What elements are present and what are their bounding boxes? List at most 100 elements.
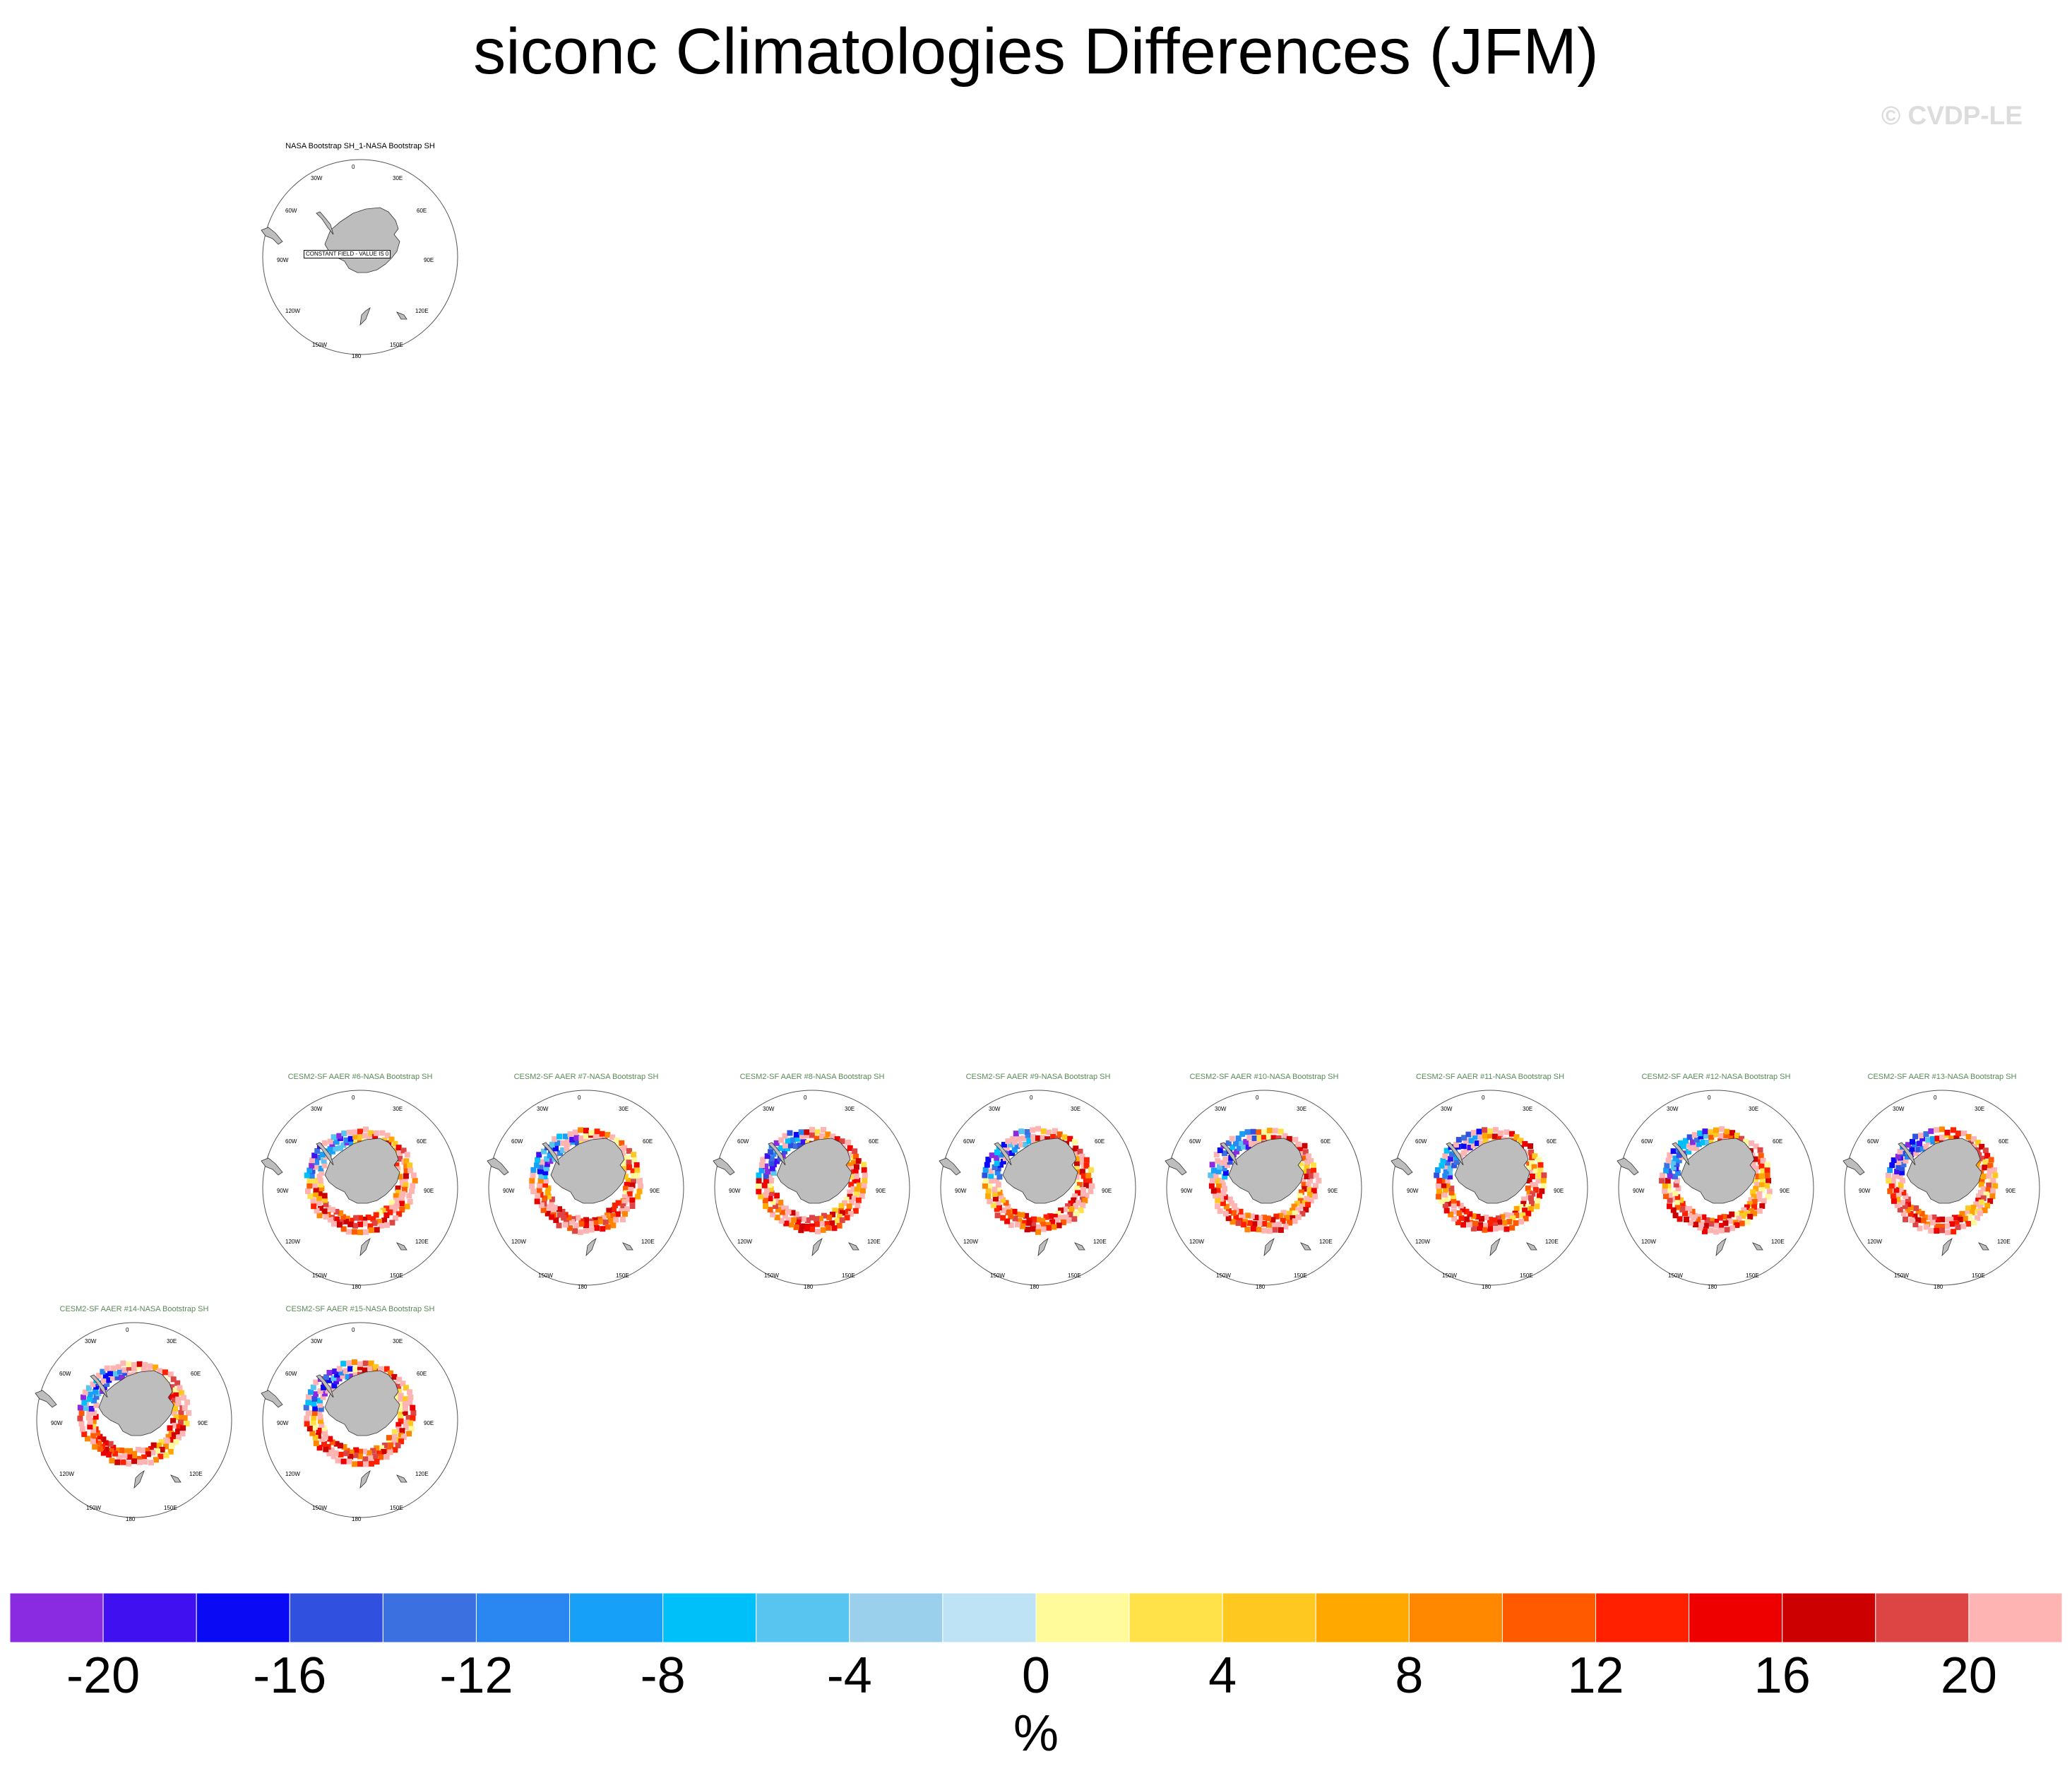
longitude-label: 90E (1102, 1188, 1112, 1194)
colorbar-swatch (1408, 1593, 1503, 1642)
colorbar-swatch (569, 1593, 664, 1642)
panel-title: CESM2-SF AAER #9-NASA Bootstrap SH (965, 1073, 1111, 1081)
panel-title: CESM2-SF AAER #14-NASA Bootstrap SH (59, 1305, 209, 1313)
map-panel: CESM2-SF AAER #14-NASA Bootstrap SH 0 30E 6… (21, 1304, 247, 1539)
longitude-label: 180 (1708, 1284, 1717, 1290)
map-panel: NASA Bootstrap SH_1-NASA Bootstrap SH 0 30… (247, 141, 473, 376)
longitude-label: 60W (1415, 1138, 1427, 1145)
colorbar-tick-label: 16 (1754, 1647, 1811, 1704)
longitude-label: 0 (126, 1327, 129, 1333)
longitude-label: 30E (619, 1106, 629, 1112)
colorbar-swatch (1501, 1593, 1597, 1642)
map-panel: CESM2-SF AAER #11-NASA Bootstrap SH 0 30E 6… (1377, 1072, 1603, 1306)
longitude-label: 120E (867, 1239, 881, 1245)
map-panel: CESM2-SF AAER #9-NASA Bootstrap SH 0 30E 60… (925, 1072, 1151, 1306)
longitude-label: 90W (277, 1420, 289, 1426)
longitude-label: 120E (189, 1471, 203, 1477)
panel-title: CESM2-SF AAER #11-NASA Bootstrap SH (1415, 1073, 1565, 1081)
longitude-label: 30W (763, 1106, 775, 1112)
land-mass (261, 1157, 283, 1176)
longitude-label: 60W (1189, 1138, 1201, 1145)
longitude-label: 150E (1972, 1272, 1985, 1279)
longitude-label: 90E (198, 1420, 208, 1426)
colorbar-swatch (662, 1593, 757, 1642)
longitude-label: 90W (277, 257, 289, 263)
longitude-label: 60W (1641, 1138, 1653, 1145)
land-mass (542, 1142, 560, 1166)
longitude-label: 90W (1181, 1188, 1193, 1194)
land-mass (1454, 1138, 1530, 1204)
longitude-label: 30W (1215, 1106, 1227, 1112)
longitude-label: 30E (1523, 1106, 1533, 1112)
longitude-label: 120W (737, 1239, 752, 1245)
longitude-label: 30E (393, 1338, 403, 1344)
colorbar-swatch (1035, 1593, 1130, 1642)
colorbar-tick-label: -16 (253, 1647, 327, 1704)
land-mass (585, 1237, 597, 1257)
land-mass (316, 1374, 334, 1398)
colorbar-swatch (849, 1593, 943, 1642)
land-mass (261, 227, 283, 245)
longitude-label: 150W (764, 1272, 779, 1279)
land-mass (1037, 1237, 1049, 1257)
land-mass (550, 1138, 626, 1204)
longitude-label: 120W (285, 1471, 300, 1477)
map-panel: CESM2-SF AAER #13-NASA Bootstrap SH 0 30E 6… (1829, 1072, 2055, 1306)
colorbar-swatch (1129, 1593, 1223, 1642)
longitude-label: 150W (538, 1272, 553, 1279)
longitude-label: 90W (1859, 1188, 1871, 1194)
longitude-label: 60W (737, 1138, 749, 1145)
longitude-label: 180 (1030, 1284, 1040, 1290)
land-mass (1616, 1157, 1639, 1176)
longitude-label: 90W (955, 1188, 967, 1194)
longitude-label: 120W (963, 1239, 978, 1245)
land-mass (994, 1142, 1012, 1166)
longitude-label: 150W (312, 1505, 327, 1511)
longitude-label: 30W (311, 1338, 323, 1344)
longitude-label: 150E (616, 1272, 629, 1279)
map-panel: CESM2-SF AAER #6-NASA Bootstrap SH 0 30E 60… (247, 1072, 473, 1306)
anomaly-field (1885, 1126, 1999, 1236)
land-mass (1898, 1142, 1916, 1166)
longitude-label: 90W (277, 1188, 289, 1194)
longitude-label: 30E (1071, 1106, 1081, 1112)
longitude-label: 0 (352, 1327, 355, 1333)
anomaly-field (303, 1359, 417, 1467)
longitude-label: 0 (578, 1095, 581, 1101)
land-mass (1680, 1138, 1756, 1204)
land-mass (359, 1237, 371, 1257)
longitude-label: 30W (85, 1338, 97, 1344)
land-mass (939, 1157, 961, 1176)
longitude-label: 30W (537, 1106, 549, 1112)
colorbar-swatch (1689, 1593, 1783, 1642)
land-mass (324, 1138, 400, 1204)
colorbar-swatch (942, 1593, 1037, 1642)
land-mass (1978, 1242, 1989, 1251)
panel-title: CESM2-SF AAER #6-NASA Bootstrap SH (287, 1073, 433, 1081)
longitude-label: 150W (1442, 1272, 1457, 1279)
land-mass (90, 1374, 108, 1398)
colorbar-swatch (10, 1593, 104, 1642)
panel-title: CESM2-SF AAER #7-NASA Bootstrap SH (513, 1073, 659, 1081)
longitude-label: 180 (352, 1284, 362, 1290)
longitude-label: 60W (511, 1138, 523, 1145)
longitude-label: 120E (415, 1239, 429, 1245)
land-mass (1526, 1242, 1537, 1251)
longitude-label: 60W (59, 1371, 71, 1377)
longitude-label: 60E (1773, 1138, 1783, 1145)
longitude-label: 150E (1068, 1272, 1081, 1279)
land-mass (1263, 1237, 1275, 1257)
land-mass (1228, 1138, 1304, 1204)
land-mass (713, 1157, 735, 1176)
longitude-label: 0 (1482, 1095, 1485, 1101)
colorbar-swatch (475, 1593, 571, 1642)
longitude-label: 90E (876, 1188, 886, 1194)
map-panel: CESM2-SF AAER #10-NASA Bootstrap SH 0 30E 6… (1151, 1072, 1377, 1306)
longitude-label: 60E (869, 1138, 879, 1145)
longitude-label: 0 (1256, 1095, 1259, 1101)
colorbar (10, 1593, 2062, 1642)
longitude-label: 0 (352, 164, 355, 170)
longitude-label: 60W (1867, 1138, 1879, 1145)
longitude-label: 150E (390, 1505, 403, 1511)
colorbar-swatch (1782, 1593, 1876, 1642)
